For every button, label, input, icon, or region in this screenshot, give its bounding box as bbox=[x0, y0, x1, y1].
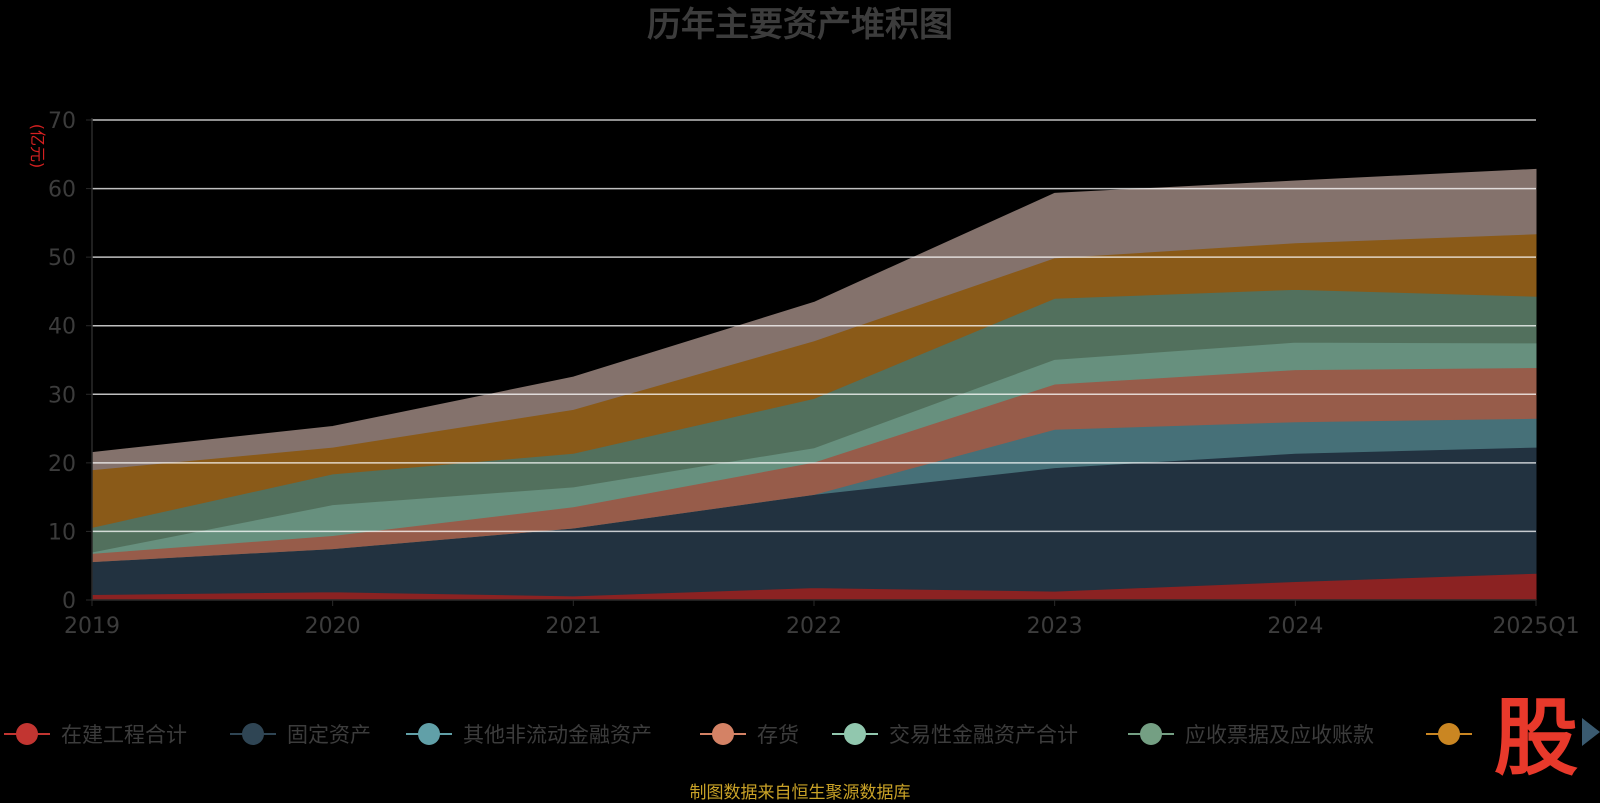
y-tick-label: 50 bbox=[48, 246, 76, 271]
axes: 0 10 20 30 40 50 60 70 2019 2020 2021 2022 2023 2024 2… bbox=[48, 109, 1580, 639]
y-tick-label: 70 bbox=[48, 109, 76, 134]
legend-label: 交易性金融资产合计 bbox=[889, 723, 1078, 747]
legend-marker-icon bbox=[418, 723, 440, 745]
y-tick-label: 0 bbox=[62, 589, 76, 614]
x-tick-label: 2023 bbox=[1027, 614, 1083, 639]
y-tick-label: 10 bbox=[48, 520, 76, 545]
legend-marker-icon bbox=[1140, 723, 1162, 745]
legend-label: 其他非流动金融资产 bbox=[463, 723, 652, 747]
x-tick-label: 2021 bbox=[545, 614, 601, 639]
legend-next-page-icon[interactable] bbox=[1582, 718, 1600, 746]
legend-marker-icon bbox=[1438, 723, 1460, 745]
x-tick-label: 2019 bbox=[64, 614, 120, 639]
y-axis-unit: (亿元) bbox=[28, 124, 47, 169]
y-tick-label: 30 bbox=[48, 383, 76, 408]
legend-item[interactable]: 固定资产 bbox=[230, 723, 371, 747]
legend[interactable]: 在建工程合计 固定资产 其他非流动金融资产 存货 交易性金融资产合计 应收票据及应收账款 bbox=[4, 723, 1472, 747]
y-tick-label: 40 bbox=[48, 315, 76, 340]
legend-item[interactable]: 应收票据及应收账款 bbox=[1128, 723, 1374, 747]
y-tick-label: 20 bbox=[48, 452, 76, 477]
legend-marker-icon bbox=[844, 723, 866, 745]
y-tick-label: 60 bbox=[48, 178, 76, 203]
x-tick-label: 2025Q1 bbox=[1492, 614, 1579, 639]
legend-marker-icon bbox=[16, 723, 38, 745]
legend-item[interactable]: 交易性金融资产合计 bbox=[832, 723, 1078, 747]
x-tick-label: 2022 bbox=[786, 614, 842, 639]
legend-marker-icon bbox=[712, 723, 734, 745]
brand-logo: 股 bbox=[1493, 689, 1578, 787]
legend-label: 存货 bbox=[757, 723, 799, 747]
chart-title: 历年主要资产堆积图 bbox=[647, 5, 953, 45]
legend-label: 在建工程合计 bbox=[61, 723, 187, 747]
legend-label: 应收票据及应收账款 bbox=[1185, 723, 1374, 747]
x-tick-label: 2024 bbox=[1267, 614, 1323, 639]
x-tick-label: 2020 bbox=[305, 614, 361, 639]
data-source-note: 制图数据来自恒生聚源数据库 bbox=[689, 783, 911, 803]
legend-marker-icon bbox=[242, 723, 264, 745]
legend-item[interactable]: 存货 bbox=[700, 723, 799, 747]
legend-item[interactable] bbox=[1426, 723, 1472, 745]
legend-label: 固定资产 bbox=[287, 723, 371, 747]
legend-item[interactable]: 在建工程合计 bbox=[4, 723, 187, 747]
legend-item[interactable]: 其他非流动金融资产 bbox=[406, 723, 652, 747]
area-layers bbox=[91, 168, 1537, 601]
grid-lines bbox=[92, 119, 1536, 533]
area-series-7 bbox=[91, 168, 1537, 471]
